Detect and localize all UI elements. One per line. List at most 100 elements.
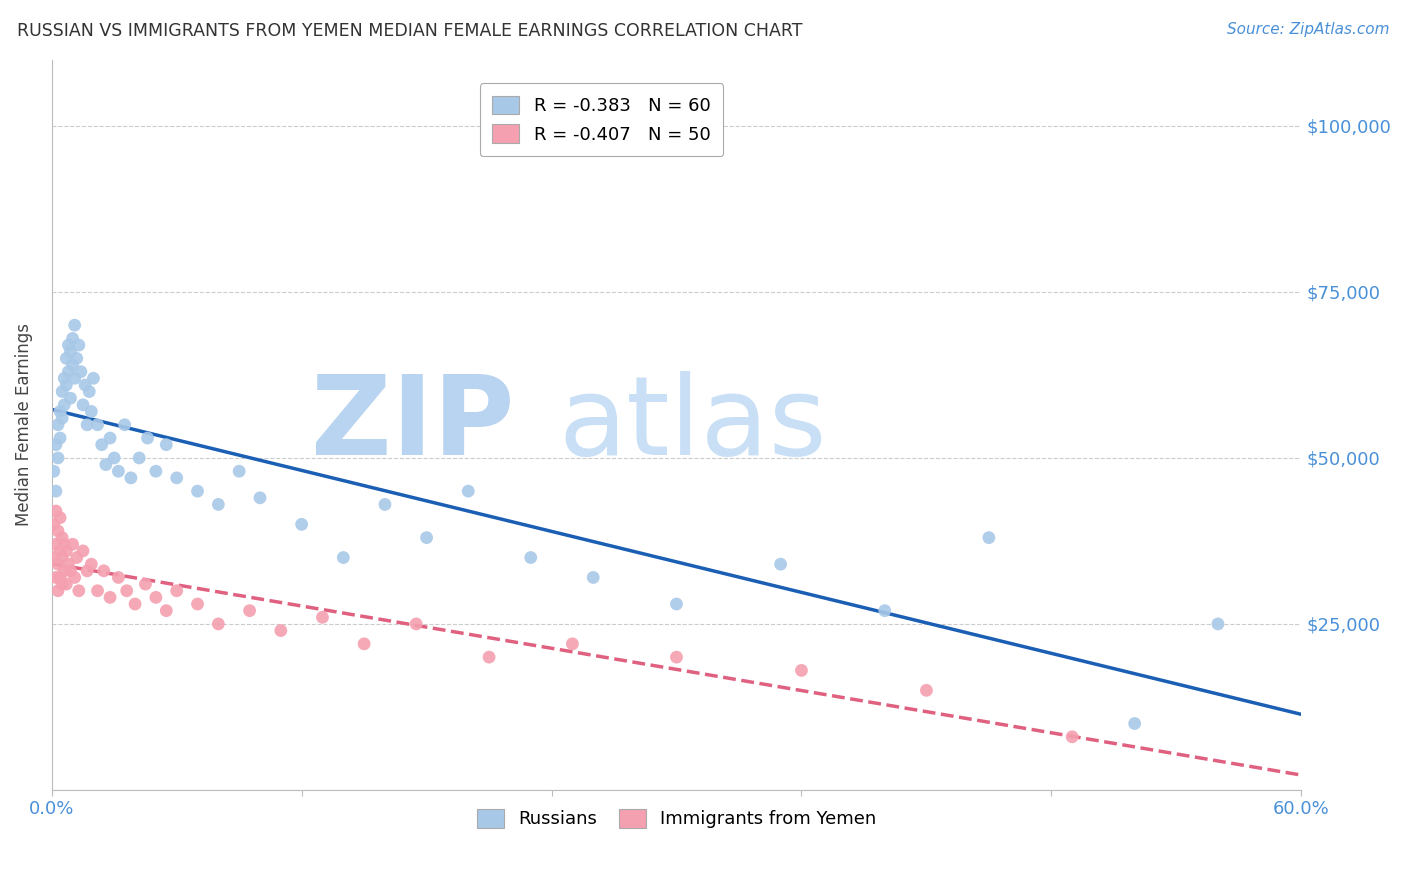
Point bbox=[59, 391, 82, 405]
Point bbox=[42, 517, 65, 532]
Point bbox=[49, 404, 72, 418]
Point bbox=[72, 544, 94, 558]
Point bbox=[90, 438, 112, 452]
Text: RUSSIAN VS IMMIGRANTS FROM YEMEN MEDIAN FEMALE EARNINGS CORRELATION CHART: RUSSIAN VS IMMIGRANTS FROM YEMEN MEDIAN … bbox=[17, 22, 803, 40]
Point bbox=[98, 591, 121, 605]
Point bbox=[136, 431, 159, 445]
Point bbox=[53, 537, 76, 551]
Point bbox=[55, 544, 77, 558]
Point bbox=[42, 550, 65, 565]
Point bbox=[67, 338, 90, 352]
Point bbox=[114, 417, 136, 432]
Point bbox=[58, 338, 80, 352]
Point bbox=[75, 378, 97, 392]
Point bbox=[80, 404, 103, 418]
Point bbox=[49, 570, 72, 584]
Point bbox=[72, 398, 94, 412]
Point bbox=[1123, 716, 1146, 731]
Point bbox=[53, 564, 76, 578]
Point bbox=[478, 650, 501, 665]
Point bbox=[93, 564, 115, 578]
Point bbox=[166, 471, 188, 485]
Point bbox=[249, 491, 271, 505]
Point bbox=[239, 604, 262, 618]
Point bbox=[790, 664, 813, 678]
Y-axis label: Median Female Earnings: Median Female Earnings bbox=[15, 323, 32, 526]
Point bbox=[63, 371, 86, 385]
Point bbox=[207, 616, 229, 631]
Point bbox=[115, 583, 138, 598]
Point bbox=[107, 464, 129, 478]
Point bbox=[70, 365, 93, 379]
Point bbox=[155, 604, 177, 618]
Point bbox=[62, 358, 84, 372]
Point bbox=[58, 557, 80, 571]
Point bbox=[405, 616, 427, 631]
Point bbox=[77, 384, 100, 399]
Point bbox=[311, 610, 333, 624]
Point bbox=[66, 351, 89, 366]
Point bbox=[80, 557, 103, 571]
Point bbox=[58, 365, 80, 379]
Point bbox=[582, 570, 605, 584]
Point bbox=[63, 570, 86, 584]
Point bbox=[270, 624, 292, 638]
Point bbox=[46, 417, 69, 432]
Point bbox=[51, 411, 73, 425]
Point bbox=[51, 384, 73, 399]
Point bbox=[457, 484, 479, 499]
Point bbox=[76, 417, 98, 432]
Point bbox=[46, 524, 69, 538]
Point bbox=[62, 331, 84, 345]
Point bbox=[98, 431, 121, 445]
Point bbox=[103, 450, 125, 465]
Text: Source: ZipAtlas.com: Source: ZipAtlas.com bbox=[1226, 22, 1389, 37]
Point bbox=[55, 351, 77, 366]
Point bbox=[1062, 730, 1084, 744]
Point bbox=[665, 650, 688, 665]
Point bbox=[49, 431, 72, 445]
Point bbox=[374, 498, 396, 512]
Point bbox=[76, 564, 98, 578]
Point bbox=[49, 544, 72, 558]
Point bbox=[82, 371, 104, 385]
Point bbox=[45, 504, 67, 518]
Point bbox=[94, 458, 117, 472]
Point bbox=[49, 510, 72, 524]
Point bbox=[67, 583, 90, 598]
Point bbox=[62, 537, 84, 551]
Point bbox=[51, 577, 73, 591]
Point bbox=[46, 450, 69, 465]
Point bbox=[124, 597, 146, 611]
Point bbox=[45, 438, 67, 452]
Point bbox=[291, 517, 314, 532]
Point bbox=[51, 550, 73, 565]
Point bbox=[45, 570, 67, 584]
Point bbox=[873, 604, 896, 618]
Point bbox=[519, 550, 541, 565]
Point bbox=[107, 570, 129, 584]
Point bbox=[186, 597, 208, 611]
Point bbox=[42, 464, 65, 478]
Point bbox=[86, 417, 108, 432]
Point bbox=[145, 591, 167, 605]
Point bbox=[46, 583, 69, 598]
Point bbox=[207, 498, 229, 512]
Point bbox=[1206, 616, 1229, 631]
Point bbox=[86, 583, 108, 598]
Point bbox=[59, 344, 82, 359]
Point bbox=[45, 537, 67, 551]
Point bbox=[228, 464, 250, 478]
Text: ZIP: ZIP bbox=[311, 371, 515, 478]
Point bbox=[145, 464, 167, 478]
Point bbox=[166, 583, 188, 598]
Point bbox=[66, 550, 89, 565]
Point bbox=[128, 450, 150, 465]
Point bbox=[134, 577, 156, 591]
Point bbox=[46, 557, 69, 571]
Point bbox=[63, 318, 86, 333]
Point bbox=[186, 484, 208, 499]
Point bbox=[53, 398, 76, 412]
Legend: Russians, Immigrants from Yemen: Russians, Immigrants from Yemen bbox=[470, 802, 883, 836]
Point bbox=[45, 484, 67, 499]
